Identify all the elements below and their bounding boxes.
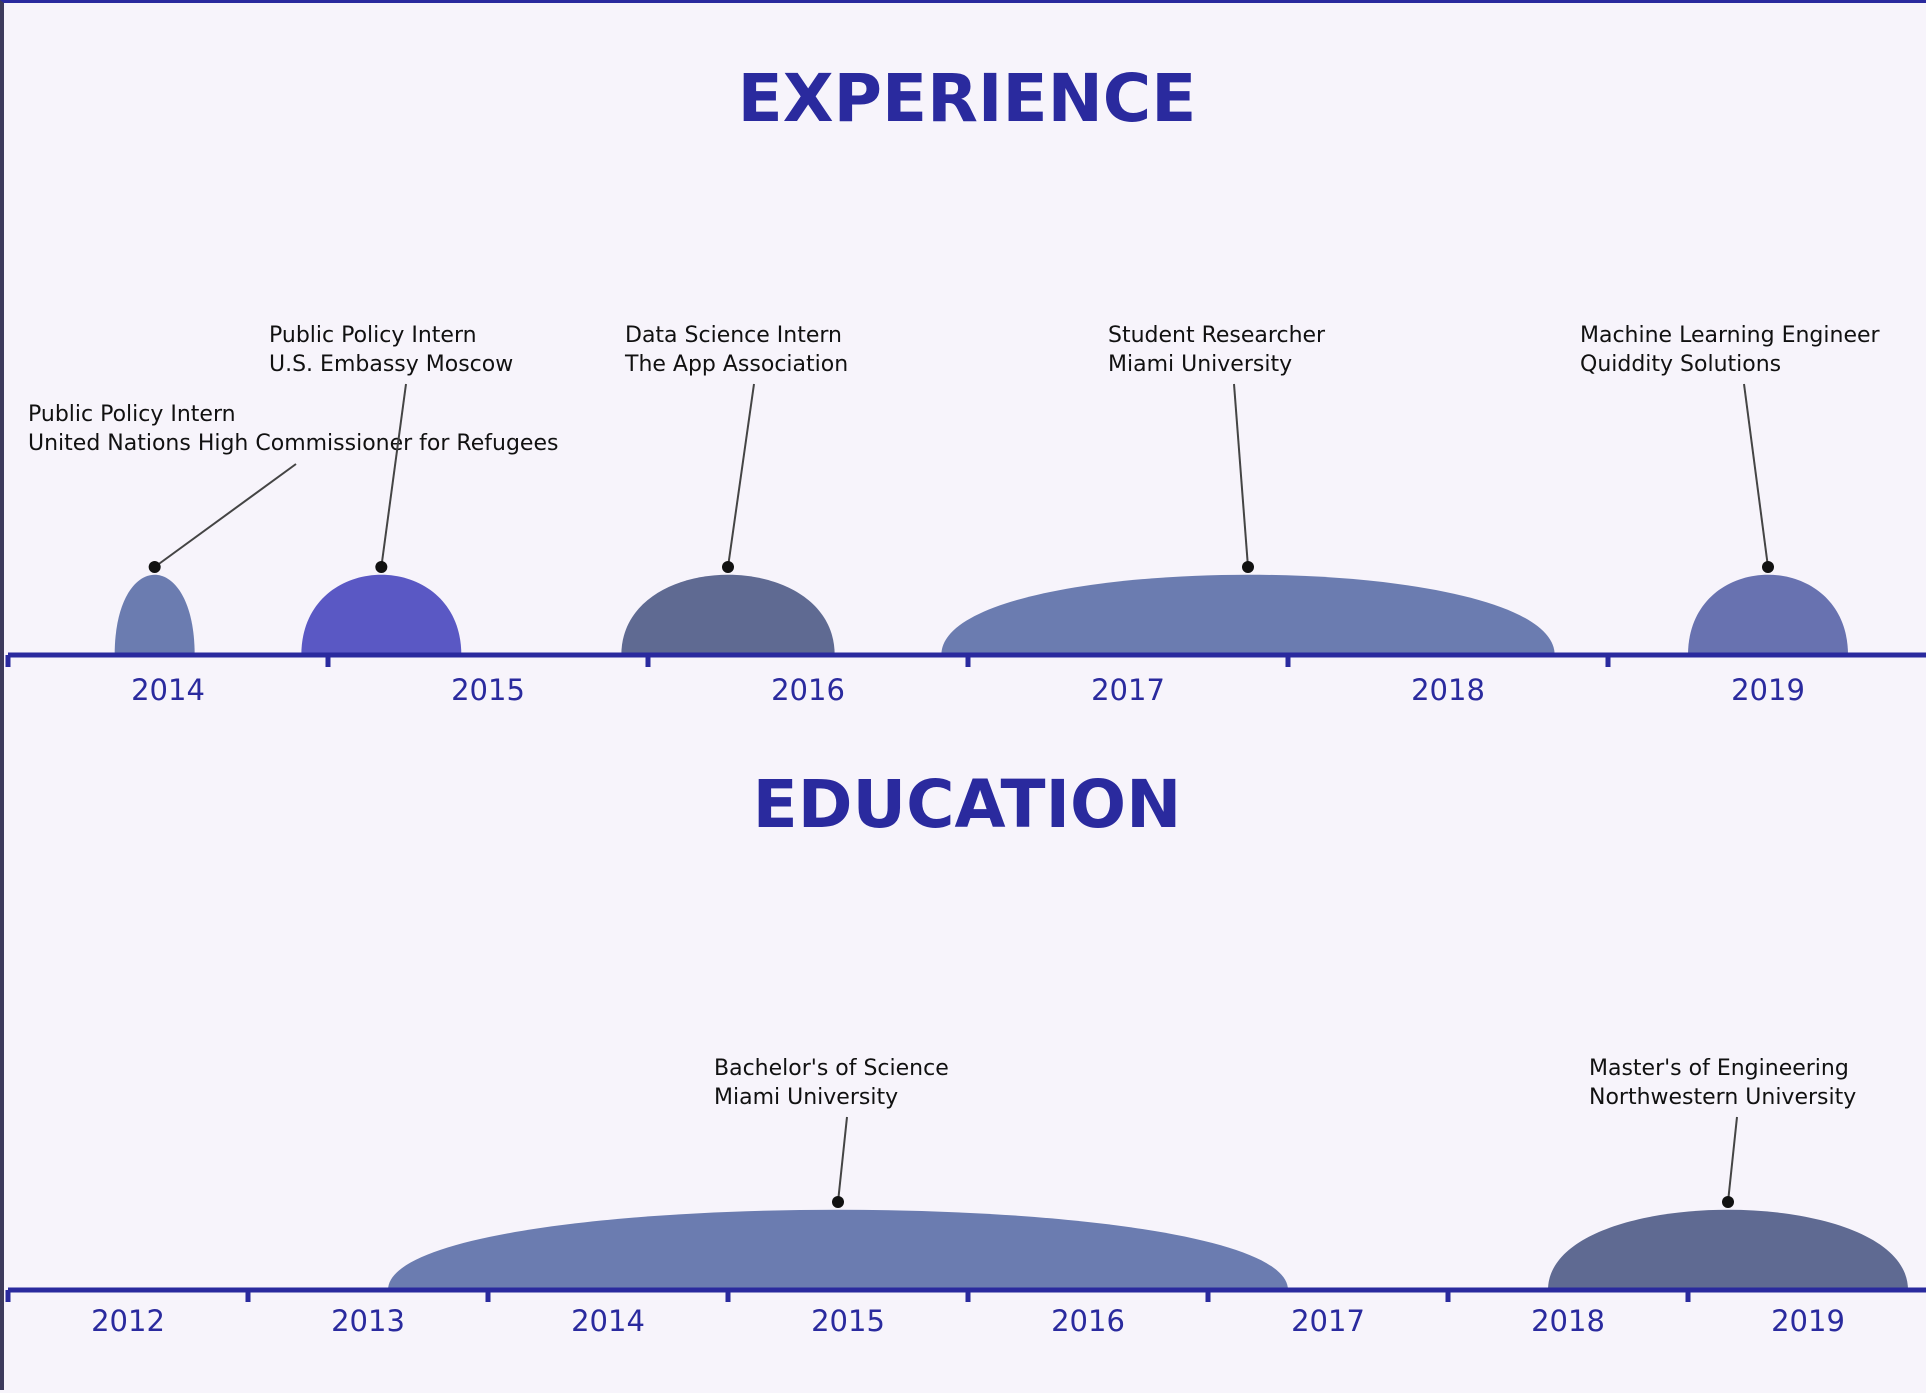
experience-tick-label: 2017: [1091, 673, 1165, 707]
education-title: EDUCATION: [753, 766, 1182, 843]
experience-tick-label: 2014: [131, 673, 205, 707]
experience-tick-label: 2018: [1411, 673, 1485, 707]
experience-event-marker: [1762, 561, 1774, 573]
education-event-marker: [1722, 1196, 1734, 1208]
experience-event-role: Public Policy Intern: [28, 402, 236, 427]
education-event-connector: [1727, 1116, 1738, 1203]
education-tick-label: 2019: [1771, 1304, 1845, 1338]
experience-event-connector: [727, 383, 755, 568]
experience-event-marker: [148, 561, 161, 573]
experience-event-org: United Nations High Commissioner for Ref…: [28, 431, 558, 456]
experience-event-bump: [1688, 574, 1848, 655]
experience-event-role: Student Researcher: [1108, 323, 1326, 348]
experience-event-bump: [301, 574, 462, 655]
experience-tick-label: 2015: [451, 673, 525, 707]
experience-event-marker: [1242, 561, 1254, 573]
experience-event-connector: [1743, 383, 1769, 568]
experience-event-bump: [621, 574, 835, 655]
education-event-org: Miami University: [714, 1085, 898, 1110]
education-event-role: Master's of Engineering: [1589, 1056, 1849, 1081]
education-event-role: Bachelor's of Science: [714, 1056, 949, 1081]
experience-event-org: U.S. Embassy Moscow: [269, 352, 513, 377]
experience-event-bump: [114, 574, 195, 655]
experience-event-connector: [380, 383, 407, 568]
experience-event-marker: [722, 561, 734, 573]
experience-tick-label: 2019: [1731, 673, 1805, 707]
education-tick-label: 2017: [1291, 1304, 1365, 1338]
experience-tick-label: 2016: [771, 673, 845, 707]
education-event-bump: [388, 1209, 1288, 1290]
education-tick-label: 2012: [91, 1304, 165, 1338]
experience-title: EXPERIENCE: [738, 60, 1197, 137]
experience-event-role: Data Science Intern: [625, 323, 842, 348]
experience-event-org: The App Association: [624, 352, 848, 377]
experience-event-bump: [941, 574, 1555, 655]
experience-event-role: Machine Learning Engineer: [1580, 323, 1881, 348]
education-event-org: Northwestern University: [1589, 1085, 1856, 1110]
experience-event-marker: [375, 561, 388, 573]
experience-event-connector: [154, 463, 297, 568]
experience-event-connector: [1233, 383, 1249, 568]
timeline-chart: EXPERIENCE Public Policy Intern United Nat…: [5, 60, 1926, 1338]
experience-event-org: Quiddity Solutions: [1580, 352, 1781, 377]
education-event-connector: [837, 1116, 848, 1203]
education-tick-label: 2016: [1051, 1304, 1125, 1338]
education-tick-label: 2014: [571, 1304, 645, 1338]
education-tick-label: 2015: [811, 1304, 885, 1338]
education-tick-label: 2013: [331, 1304, 405, 1338]
experience-event-org: Miami University: [1108, 352, 1292, 377]
experience-event-role: Public Policy Intern: [269, 323, 477, 348]
education-event-marker: [832, 1196, 844, 1208]
education-tick-label: 2018: [1531, 1304, 1605, 1338]
education-event-bump: [1548, 1209, 1908, 1290]
